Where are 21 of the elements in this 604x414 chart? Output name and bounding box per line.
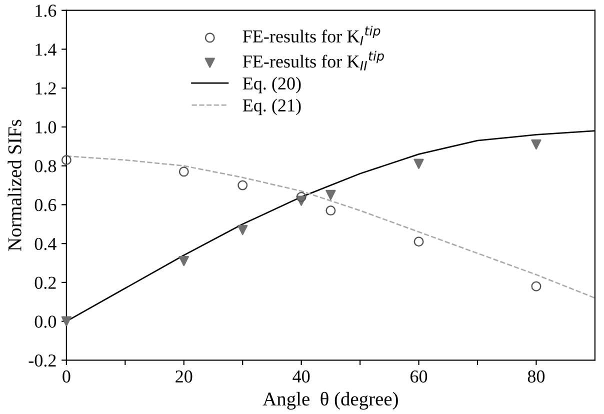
y-tick-label: 0.2 <box>34 276 56 289</box>
y-tick-label: 0.6 <box>34 198 56 212</box>
x-tick-label: 0 <box>62 370 70 383</box>
y-tick-label: -0.2 <box>28 354 56 367</box>
x-tick-label: 40 <box>292 370 310 383</box>
y-tick-label: 0.4 <box>34 238 56 250</box>
y-axis-title: Normalized SIFs <box>8 120 22 251</box>
y-tick-label: 1.0 <box>36 121 56 134</box>
x-tick-label: 80 <box>528 370 545 383</box>
x-tick-label: 60 <box>410 370 428 383</box>
legend-label: Eq. (20) <box>242 76 301 94</box>
y-tick-label: 1.4 <box>36 44 56 56</box>
y-tick-label: 1.6 <box>36 4 56 17</box>
x-tick-label: 20 <box>176 370 192 383</box>
legend-label: Eq. (21) <box>242 98 301 116</box>
legend-label: FE-results for K$_{I}$$^{tip}$ <box>242 26 380 46</box>
y-tick-label: 0.0 <box>34 316 56 328</box>
x-axis-title: Angle θ (degree) <box>262 392 398 410</box>
legend-label: FE-results for K$_{II}$$^{tip}$ <box>242 50 384 70</box>
y-tick-label: 0.8 <box>34 160 56 172</box>
y-tick-label: 1.2 <box>36 82 56 95</box>
